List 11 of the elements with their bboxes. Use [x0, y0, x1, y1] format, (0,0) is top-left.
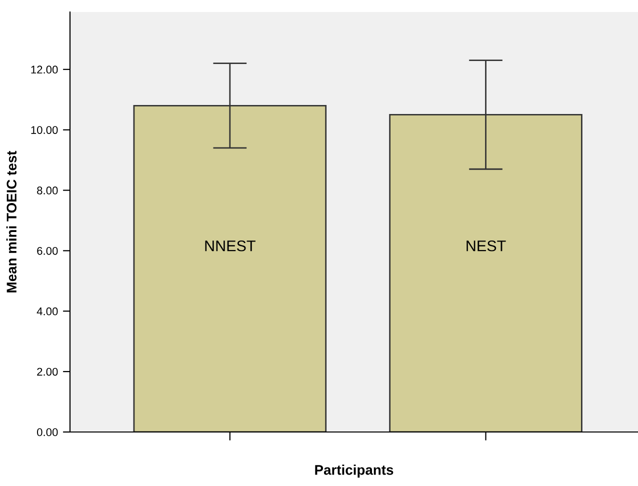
- y-tick-label: 2.00: [37, 368, 58, 376]
- y-tick-label: 10.00: [31, 126, 58, 134]
- x-tick-label: NEST: [466, 240, 506, 252]
- y-axis-title: Mean mini TOEIC test: [6, 150, 17, 292]
- y-tick-label: 4.00: [36, 307, 58, 316]
- x-axis-title: Participants: [315, 464, 394, 478]
- y-tick-label: 6.00: [37, 246, 58, 255]
- y-tick-label: 0.00: [37, 428, 58, 436]
- y-tick-label: 12.00: [31, 66, 58, 74]
- y-tick-label: 8.00: [37, 186, 58, 194]
- x-tick-label: NNEST: [205, 240, 256, 252]
